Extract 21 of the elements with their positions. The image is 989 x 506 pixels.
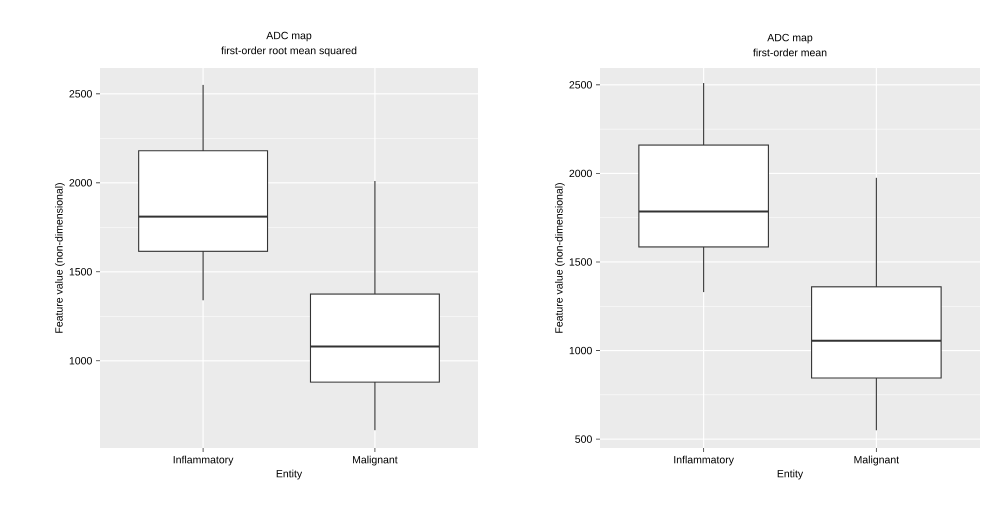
y-tick-label: 500 [575,435,592,443]
y-axis-title: Feature value (non-dimensional) [554,183,565,333]
x-tick-label: Malignant [353,456,398,466]
x-tick-label: Malignant [854,456,900,466]
chart-subtitle: first-order mean [753,48,826,56]
chart-title: ADC map [767,34,812,44]
y-tick-label: 1500 [570,258,592,266]
y-axis-title: Feature value (non-dimensional) [54,183,65,333]
y-tick-label: 2500 [69,90,92,98]
y-tick-label: 2500 [569,81,592,89]
y-tick-label: 1500 [70,268,92,276]
y-tick-label: 1000 [570,346,592,354]
x-tick-label: Inflammatory [174,456,234,466]
y-tick-label: 2000 [569,170,592,178]
chart-subtitle: first-order root mean squared [221,46,356,56]
y-tick-label: 1000 [70,357,92,364]
x-axis-title: Entity [276,470,302,480]
x-axis-title: Entity [778,470,804,480]
chart-title: ADC map [266,32,312,42]
x-tick-label: Inflammatory [674,456,734,466]
y-tick-label: 2000 [69,179,92,187]
